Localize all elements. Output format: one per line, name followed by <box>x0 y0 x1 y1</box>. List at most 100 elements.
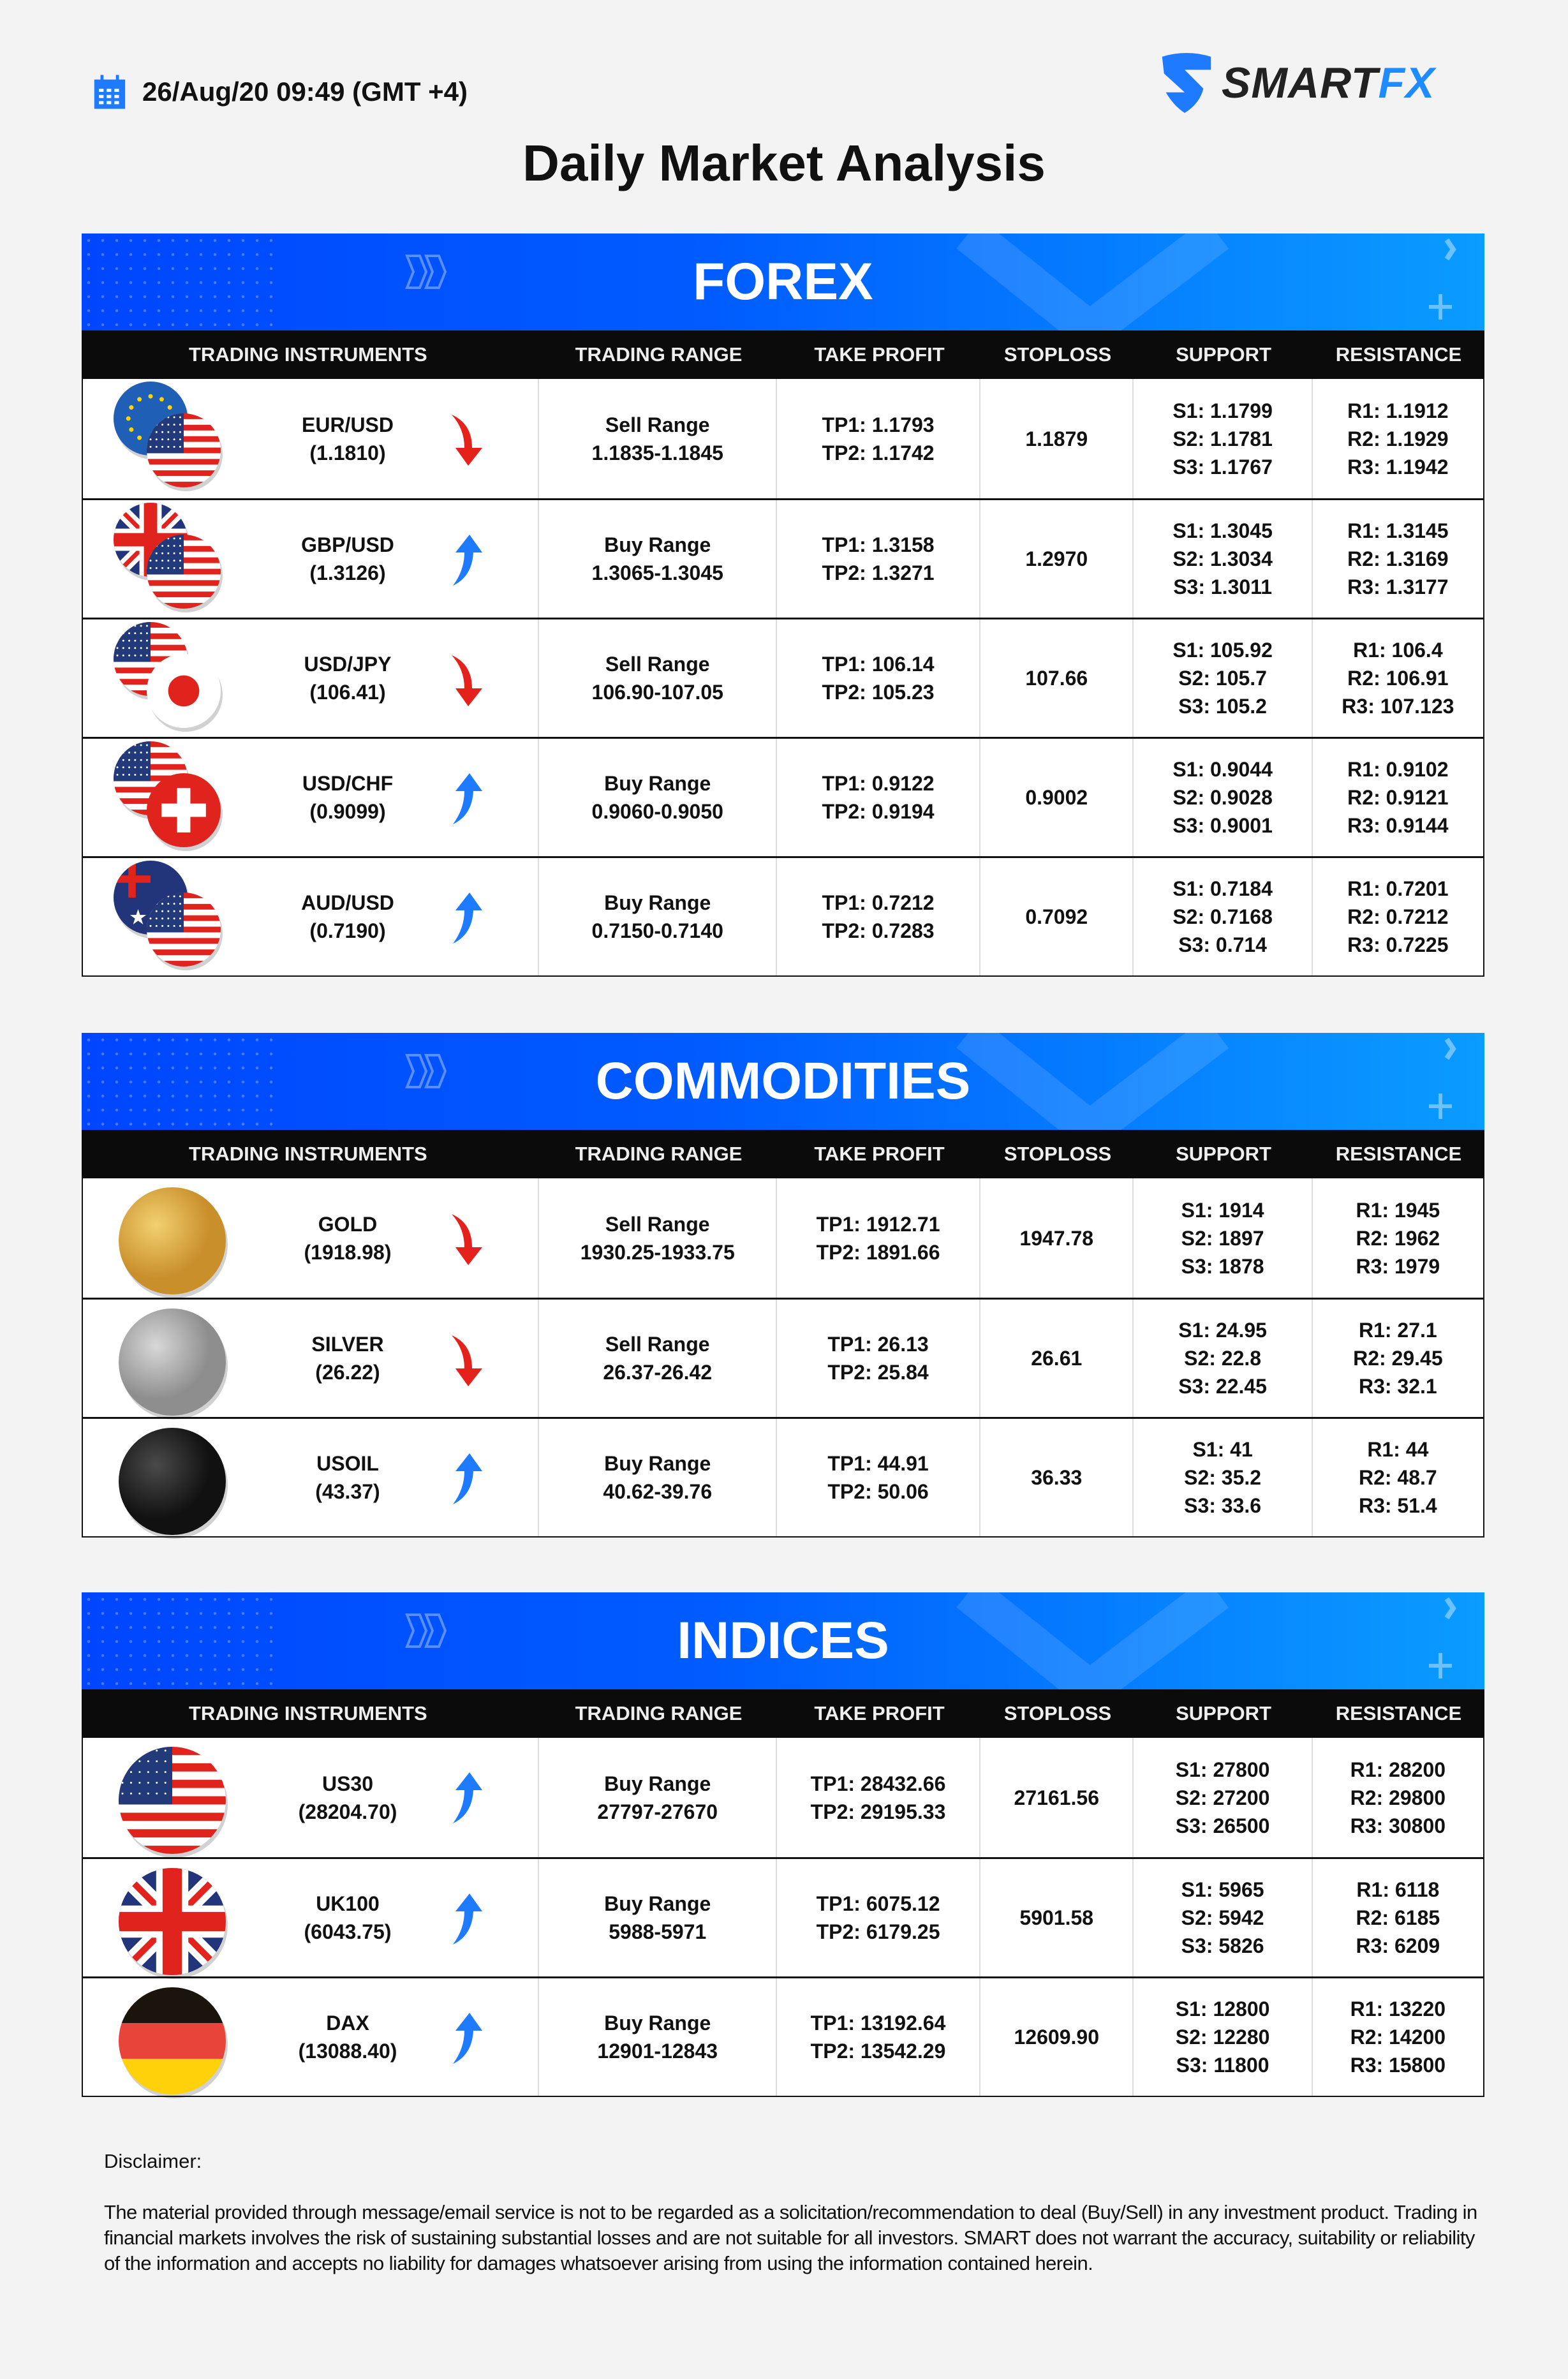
instrument-name: SILVER <box>311 1333 384 1356</box>
r1: R1: 13220 <box>1350 1997 1446 2020</box>
tp1: TP1: 6075.12 <box>816 1892 940 1915</box>
tp2: TP2: 1.1742 <box>822 441 935 464</box>
s3: S3: 11800 <box>1176 2054 1269 2077</box>
instrument-price: (6043.75) <box>304 1920 392 1943</box>
trend-down-arrow-icon <box>447 1210 491 1275</box>
s3: S3: 0.714 <box>1178 933 1267 956</box>
instrument-icon <box>114 1981 228 2098</box>
s1: S1: 0.7184 <box>1172 877 1273 900</box>
range-label: Sell Range <box>605 1212 710 1236</box>
stoploss-value: 5901.58 <box>1019 1906 1094 1929</box>
banner-decoration <box>405 1033 1456 1130</box>
tp2: TP2: 0.7283 <box>822 919 935 942</box>
r3: R3: 1.3177 <box>1347 575 1449 598</box>
stoploss-cell: 27161.56 <box>979 1738 1132 1857</box>
tp2: TP2: 29195.33 <box>810 1800 946 1823</box>
r3: R3: 15800 <box>1350 2054 1446 2077</box>
column-header: TRADING RANGE <box>575 343 743 366</box>
section-title: INDICES <box>677 1612 889 1670</box>
s2: S2: 1.3034 <box>1172 547 1273 570</box>
r3: R3: 6209 <box>1356 1934 1440 1957</box>
column-header: RESISTANCE <box>1335 1702 1462 1724</box>
trading-range-cell: Buy Range 27797-27670 <box>538 1738 776 1857</box>
take-profit-cell: TP1: 0.7212 TP2: 0.7283 <box>776 858 979 975</box>
s2: S2: 35.2 <box>1184 1466 1262 1489</box>
range-label: Sell Range <box>605 1333 710 1356</box>
trading-range-cell: Buy Range 12901-12843 <box>538 1978 776 2096</box>
instrument-price: (13088.40) <box>298 2040 397 2063</box>
tp1: TP1: 1.3158 <box>822 533 935 556</box>
r2: R2: 29.45 <box>1353 1347 1443 1370</box>
r2: R2: 106.91 <box>1347 667 1449 690</box>
r3: R3: 0.7225 <box>1347 933 1449 956</box>
r3: R3: 1.1942 <box>1347 455 1449 478</box>
r2: R2: 1.3169 <box>1347 547 1449 570</box>
stoploss-value: 1.1879 <box>1025 427 1088 450</box>
trading-range-cell: Sell Range 106.90-107.05 <box>538 619 776 737</box>
range-value: 5988-5971 <box>609 1920 707 1943</box>
column-header: TRADING INSTRUMENTS <box>189 1702 427 1724</box>
r3: R3: 32.1 <box>1358 1375 1437 1398</box>
trading-range-cell: Sell Range 1.1835-1.1845 <box>538 379 776 498</box>
au-flag-icon: ★ <box>114 861 193 948</box>
column-header: TAKE PROFIT <box>814 343 945 366</box>
support-cell: S1: 24.95 S2: 22.8 S3: 22.45 <box>1132 1300 1311 1417</box>
range-value: 0.7150-0.7140 <box>591 919 723 942</box>
resistance-cell: R1: 13220 R2: 14200 R3: 15800 <box>1311 1978 1483 2096</box>
stoploss-value: 27161.56 <box>1014 1786 1099 1809</box>
calendar-icon <box>94 75 126 109</box>
s1: S1: 24.95 <box>1178 1319 1267 1342</box>
trading-range-cell: Buy Range 40.62-39.76 <box>538 1419 776 1536</box>
instrument-icon: ★ <box>114 861 228 973</box>
stoploss-value: 36.33 <box>1031 1466 1083 1489</box>
trend-up-arrow-icon <box>447 1891 491 1955</box>
s3: S3: 1.3011 <box>1173 575 1272 598</box>
r3: R3: 0.9144 <box>1347 814 1449 837</box>
instrument-name: USD/JPY <box>304 653 392 676</box>
support-cell: S1: 1.1799 S2: 1.1781 S3: 1.1767 <box>1132 379 1311 498</box>
s2: S2: 105.7 <box>1178 667 1267 690</box>
instrument-cell: US30 (28204.70) <box>83 1738 538 1858</box>
r1: R1: 106.4 <box>1353 639 1443 662</box>
silver-coin-icon <box>119 1308 231 1429</box>
r2: R2: 0.7212 <box>1347 905 1449 928</box>
trend-down-arrow-icon <box>447 411 491 475</box>
column-header: RESISTANCE <box>1335 343 1462 366</box>
instrument-cell: GOLD (1918.98) <box>83 1178 538 1298</box>
table-row: UK100 (6043.75) Buy Range 5988-5971 TP1: 6… <box>83 1857 1483 1979</box>
r2: R2: 1.1929 <box>1347 427 1449 450</box>
stoploss-value: 12609.90 <box>1014 2026 1099 2049</box>
oil-coin-icon <box>119 1428 231 1548</box>
table-header: TRADING INSTRUMENTS TRADING RANGE TAKE PRO… <box>82 1130 1484 1178</box>
instrument-price: (1.1810) <box>309 441 386 464</box>
tp2: TP2: 105.23 <box>822 681 935 704</box>
table-header: TRADING INSTRUMENTS TRADING RANGE TAKE PRO… <box>82 1689 1484 1738</box>
take-profit-cell: TP1: 44.91 TP2: 50.06 <box>776 1419 979 1536</box>
trading-range-cell: Sell Range 1930.25-1933.75 <box>538 1178 776 1298</box>
instrument-icon <box>114 741 228 854</box>
dot-pattern <box>82 233 273 330</box>
instrument-icon <box>114 1862 228 1979</box>
column-header: TRADING INSTRUMENTS <box>189 343 427 366</box>
take-profit-cell: TP1: 28432.66 TP2: 29195.33 <box>776 1738 979 1857</box>
r1: R1: 1.1912 <box>1347 399 1449 422</box>
resistance-cell: R1: 28200 R2: 29800 R3: 30800 <box>1311 1738 1483 1857</box>
r3: R3: 1979 <box>1356 1254 1440 1278</box>
stoploss-cell: 26.61 <box>979 1300 1132 1417</box>
r3: R3: 51.4 <box>1358 1494 1437 1517</box>
stoploss-value: 0.7092 <box>1025 905 1088 928</box>
instrument-icon <box>114 1302 228 1419</box>
resistance-cell: R1: 6118 R2: 6185 R3: 6209 <box>1311 1859 1483 1976</box>
instrument-name: GOLD <box>318 1212 378 1236</box>
range-value: 1930.25-1933.75 <box>580 1240 735 1264</box>
resistance-cell: R1: 0.7201 R2: 0.7212 R3: 0.7225 <box>1311 858 1483 975</box>
section-banner: FOREX <box>82 233 1484 330</box>
stoploss-value: 107.66 <box>1025 667 1088 690</box>
tp2: TP2: 6179.25 <box>816 1920 940 1943</box>
stoploss-cell: 1947.78 <box>979 1178 1132 1298</box>
trend-down-arrow-icon <box>447 1331 491 1396</box>
logo-text: SMARTFX <box>1222 59 1435 107</box>
tp1: TP1: 26.13 <box>827 1333 929 1356</box>
take-profit-cell: TP1: 1.1793 TP2: 1.1742 <box>776 379 979 498</box>
date-header: 26/Aug/20 09:49 (GMT +4) <box>91 73 468 110</box>
